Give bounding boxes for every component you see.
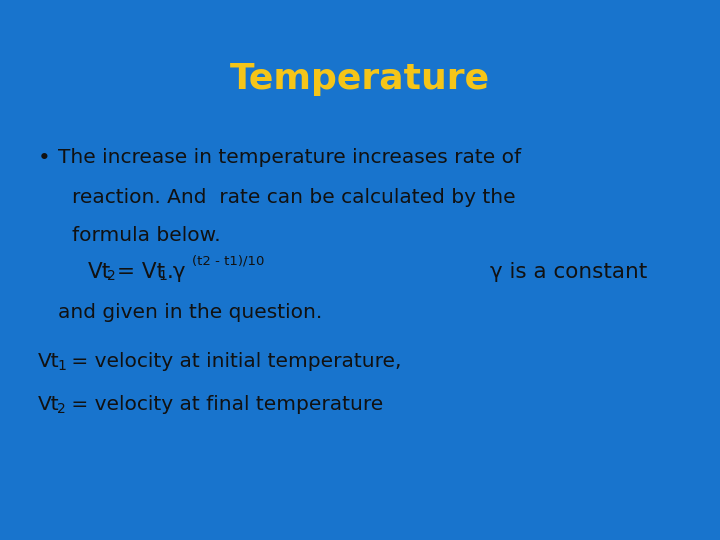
- Text: (t2 - t1)/10: (t2 - t1)/10: [192, 254, 264, 267]
- Text: reaction. And  rate can be calculated by the: reaction. And rate can be calculated by …: [72, 188, 516, 207]
- Text: 2: 2: [107, 269, 116, 283]
- Text: γ is a constant: γ is a constant: [490, 262, 647, 282]
- Text: and given in the question.: and given in the question.: [58, 303, 323, 322]
- Text: .γ: .γ: [167, 262, 186, 282]
- Text: Vt: Vt: [38, 352, 60, 371]
- Text: •: •: [38, 148, 50, 168]
- Text: Temperature: Temperature: [230, 62, 490, 96]
- Text: 1: 1: [158, 269, 167, 283]
- Text: The increase in temperature increases rate of: The increase in temperature increases ra…: [58, 148, 521, 167]
- Text: Vt: Vt: [88, 262, 112, 282]
- Text: 2: 2: [57, 402, 66, 416]
- Text: 1: 1: [57, 359, 66, 373]
- Text: Vt: Vt: [38, 395, 60, 414]
- Text: = velocity at initial temperature,: = velocity at initial temperature,: [65, 352, 402, 371]
- Text: = Vt: = Vt: [117, 262, 165, 282]
- Text: = velocity at final temperature: = velocity at final temperature: [65, 395, 383, 414]
- Text: formula below.: formula below.: [72, 226, 220, 245]
